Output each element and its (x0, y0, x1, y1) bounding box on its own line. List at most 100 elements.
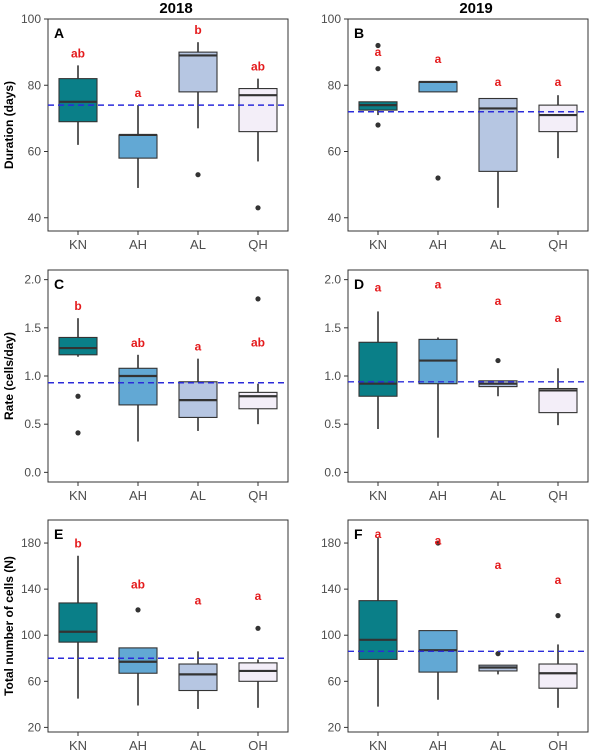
box-AH: a (418, 52, 458, 181)
box-AL: a (478, 75, 518, 208)
y-tick-label: 0.5 (324, 417, 341, 431)
y-tick-label: 80 (28, 78, 42, 92)
column-title-2019: 2019 (459, 0, 492, 17)
significance-letter: ab (251, 60, 265, 74)
box-AH: ab (118, 578, 158, 706)
x-tick-label: AH (129, 237, 147, 252)
significance-letter: ab (131, 336, 145, 350)
outlier-point (75, 430, 81, 436)
box-body (178, 663, 218, 692)
box-KN: b (58, 537, 98, 699)
box-AL: a (178, 340, 218, 431)
box-KN: a (358, 280, 398, 429)
panel-C: 0.0 0.5 1.0 1.5 2.0 Rate (cells/day) Cb KN ab AH a… (2, 269, 289, 503)
significance-letter: ab (251, 335, 265, 349)
significance-letter: a (495, 75, 502, 89)
significance-letter: a (375, 45, 382, 59)
y-tick-label: 100 (21, 12, 41, 26)
x-tick-label: KN (69, 738, 87, 750)
box-QH: ab (238, 296, 278, 425)
panel-F: 20 60 100 140 180 F a KN a AH a AL a QH (321, 519, 589, 750)
y-tick-label: 60 (28, 674, 42, 688)
outlier-point (195, 172, 201, 178)
y-tick-label: 60 (328, 145, 342, 159)
panel-letter: F (354, 526, 363, 542)
box-QH: ab (238, 60, 278, 211)
y-tick-label: 80 (328, 78, 342, 92)
y-tick-label: 20 (28, 720, 42, 734)
x-tick-label: KN (369, 488, 387, 503)
box-QH: a (538, 311, 578, 426)
box-body (358, 341, 398, 397)
y-tick-label: 1.5 (24, 321, 41, 335)
y-tick-label: 100 (321, 12, 341, 26)
x-tick-label: AH (429, 488, 447, 503)
panel-letter: C (54, 276, 64, 292)
significance-letter: ab (71, 46, 85, 60)
x-tick-label: KN (369, 237, 387, 252)
panel-letter: D (354, 276, 364, 292)
outlier-point (255, 205, 261, 211)
significance-letter: a (435, 52, 442, 66)
panel-letter: B (354, 25, 364, 41)
significance-letter: a (435, 534, 442, 548)
y-tick-label: 40 (328, 211, 342, 225)
x-tick-label: QH (248, 237, 268, 252)
x-tick-label: AH (429, 738, 447, 750)
x-tick-label: QH (548, 738, 568, 750)
box-AL: b (178, 23, 218, 178)
y-tick-label: 180 (321, 536, 341, 550)
significance-letter: a (555, 573, 562, 587)
box-AL: a (478, 294, 518, 397)
box-body (118, 367, 158, 406)
y-tick-label: 180 (21, 536, 41, 550)
outlier-point (495, 357, 501, 364)
x-tick-label: KN (369, 738, 387, 750)
box-body (238, 391, 278, 410)
significance-letter: b (194, 23, 201, 37)
x-tick-label: AL (490, 237, 506, 252)
column-title-2018: 2018 (159, 0, 192, 17)
panel-B: 40 60 80 100 Ba KN a AH a AL a QH (321, 12, 589, 252)
box-body (538, 663, 578, 689)
box-body (58, 602, 98, 643)
outlier-point (375, 66, 381, 72)
y-tick-label: 0.0 (324, 465, 341, 479)
box-KN: a (358, 527, 398, 707)
box-body (538, 104, 578, 133)
y-tick-label: 60 (28, 145, 42, 159)
x-tick-label: AL (190, 488, 206, 503)
box-body (418, 81, 458, 93)
box-body (478, 97, 518, 172)
significance-letter: a (255, 589, 262, 603)
x-tick-label: AH (129, 488, 147, 503)
y-tick-label: 60 (328, 674, 342, 688)
panel-frame (47, 269, 289, 483)
y-tick-label: 2.0 (24, 273, 41, 287)
box-body (238, 662, 278, 682)
y-tick-label: 40 (28, 211, 42, 225)
significance-letter: a (555, 75, 562, 89)
y-axis-label: Duration (days) (2, 81, 16, 169)
y-axis-label: Rate (cells/day) (2, 332, 16, 420)
x-tick-label: QH (248, 488, 268, 503)
panel-letter: E (54, 526, 63, 542)
outlier-point (255, 625, 261, 631)
box-body (58, 78, 98, 123)
panel-A: 40 60 80 100 Duration (days) Aab KN a AH b AL ab QH (2, 12, 289, 252)
y-tick-label: 0.0 (24, 465, 41, 479)
x-tick-label: AL (190, 237, 206, 252)
x-tick-label: QH (248, 738, 268, 750)
box-body (178, 51, 218, 93)
outlier-point (375, 122, 381, 128)
y-tick-label: 140 (21, 582, 41, 596)
y-tick-label: 1.0 (324, 369, 341, 383)
y-axis-label: Total number of cells (N) (2, 556, 16, 696)
box-AH: a (418, 277, 458, 438)
panel-letter: A (54, 25, 64, 41)
box-AL: a (478, 558, 518, 675)
x-tick-label: AH (429, 237, 447, 252)
y-tick-label: 1.0 (24, 369, 41, 383)
significance-letter: ab (131, 578, 145, 592)
